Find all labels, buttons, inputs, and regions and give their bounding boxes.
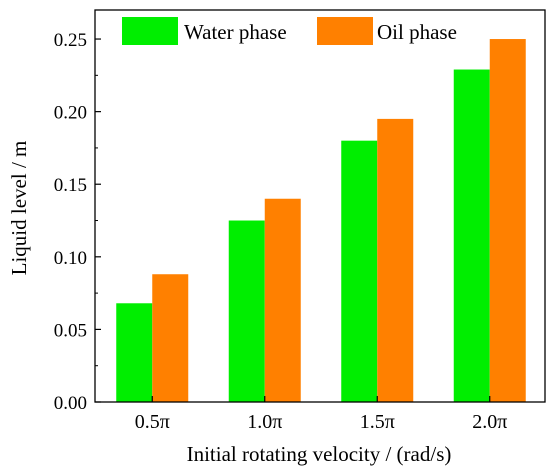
x-axis-title: Initial rotating velocity / (rad/s) — [187, 442, 452, 466]
bar-water-4 — [453, 69, 490, 402]
plot-frame — [94, 9, 546, 403]
y-tick-label: 0.10 — [54, 248, 87, 269]
x-tick-label: 1.0π — [247, 411, 282, 433]
y-tick-label: 0.20 — [54, 103, 87, 124]
bar-water-1 — [116, 303, 153, 402]
axes-layer: 0.00 0.05 0.10 0.15 0.20 0.25 0.5π 1.0π 1.5π 2.0π — [54, 9, 546, 433]
bar-oil-2 — [264, 198, 301, 402]
legend-swatch-water — [122, 17, 178, 45]
y-axis-title: Liquid level / m — [7, 141, 31, 276]
bars-layer — [116, 39, 526, 402]
legend-swatch-oil — [317, 17, 373, 45]
bar-oil-1 — [152, 274, 189, 402]
bar-water-2 — [228, 220, 265, 402]
bar-oil-3 — [377, 118, 414, 402]
y-tick-label: 0.05 — [54, 320, 87, 341]
legend-label-water: Water phase — [184, 20, 287, 44]
y-tick-label: 0.00 — [54, 393, 87, 414]
y-tick-label: 0.15 — [54, 175, 87, 196]
bar-water-3 — [341, 140, 378, 402]
legend: Water phase Oil phase — [122, 17, 457, 45]
x-tick-label: 0.5π — [135, 411, 170, 433]
x-tick-label: 2.0π — [472, 411, 507, 433]
x-tick-label: 1.5π — [360, 411, 395, 433]
bar-oil-4 — [489, 39, 526, 402]
legend-label-oil: Oil phase — [377, 20, 457, 44]
y-tick-label: 0.25 — [54, 30, 87, 51]
